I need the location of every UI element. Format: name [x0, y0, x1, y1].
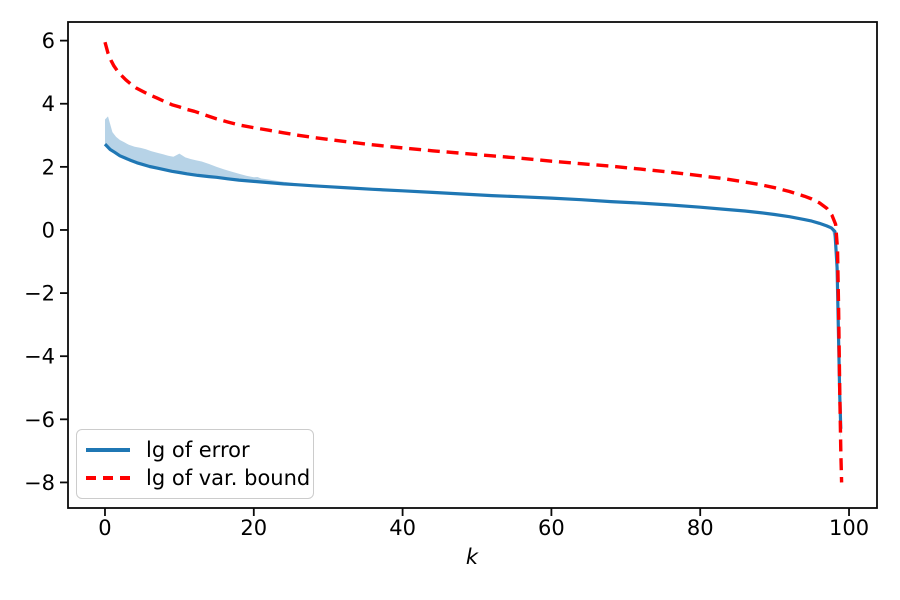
error-band	[105, 116, 841, 437]
y-tick-label-2: 2	[42, 155, 55, 179]
x-tick-label-20: 20	[240, 516, 267, 540]
y-tick-label-6: 6	[42, 29, 55, 53]
x-axis-label: k	[465, 545, 479, 569]
x-tick-label-60: 60	[538, 516, 565, 540]
legend-label-error: lg of error	[146, 438, 250, 462]
legend-item-error: lg of error	[86, 438, 304, 462]
y-tick-label--2: −2	[24, 282, 55, 306]
x-tick-label-40: 40	[389, 516, 416, 540]
y-tick-label-0: 0	[42, 218, 55, 242]
legend-line-sample-solid	[86, 448, 130, 452]
x-tick-label-80: 80	[687, 516, 714, 540]
legend-line-sample-dashed	[86, 476, 130, 480]
error-line	[103, 142, 843, 429]
legend-item-var-bound: lg of var. bound	[86, 466, 310, 490]
y-tick-label--4: −4	[24, 345, 55, 369]
y-tick-label--8: −8	[24, 471, 55, 495]
x-tick-label-0: 0	[98, 516, 111, 540]
y-tick-label--6: −6	[24, 408, 55, 432]
plot-frame	[67, 21, 878, 509]
x-tick-label-100: 100	[829, 516, 869, 540]
legend: lg of error lg of var. bound	[76, 429, 314, 499]
var-bound-line	[103, 41, 844, 483]
y-tick-label-4: 4	[42, 92, 55, 116]
legend-label-var-bound: lg of var. bound	[146, 466, 311, 490]
